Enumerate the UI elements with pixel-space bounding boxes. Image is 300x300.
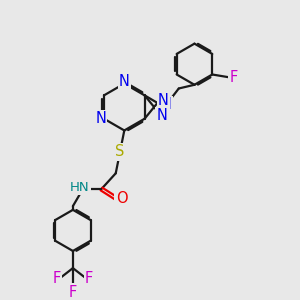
Text: HN: HN xyxy=(70,181,90,194)
Text: N: N xyxy=(119,74,130,89)
Text: O: O xyxy=(116,191,127,206)
Text: N: N xyxy=(158,93,169,108)
Text: F: F xyxy=(230,70,238,85)
Text: N: N xyxy=(156,108,167,123)
Text: F: F xyxy=(85,271,93,286)
Text: F: F xyxy=(52,271,61,286)
Text: N: N xyxy=(160,97,171,112)
Text: F: F xyxy=(69,285,77,300)
Text: S: S xyxy=(115,144,125,159)
Text: N: N xyxy=(95,111,106,126)
